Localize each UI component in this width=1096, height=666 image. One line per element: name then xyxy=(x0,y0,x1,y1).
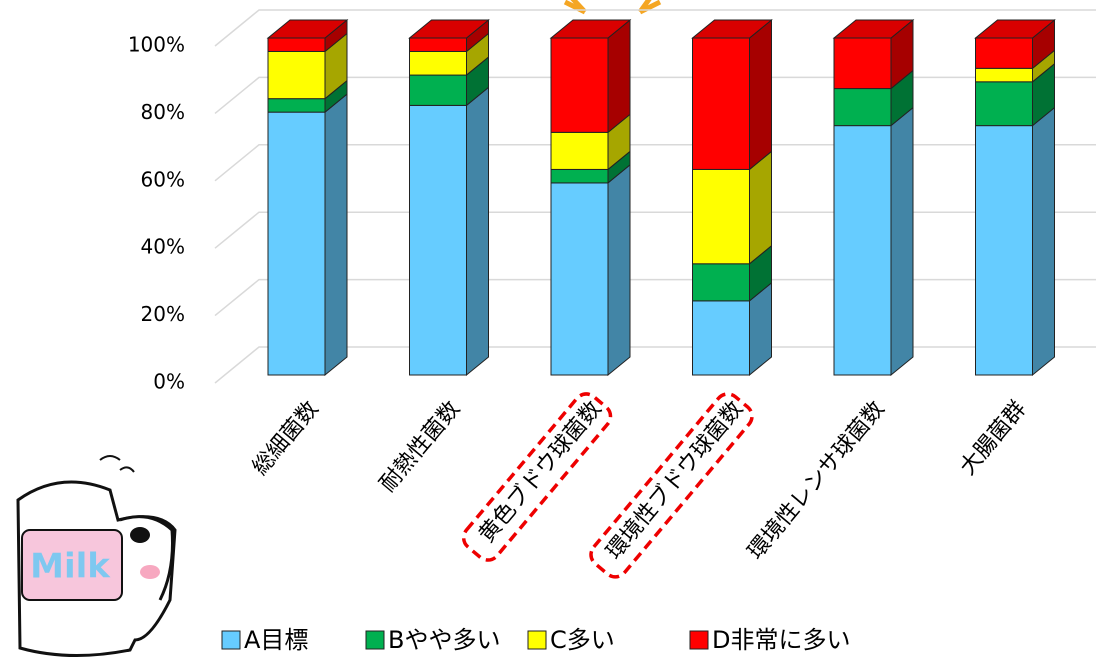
legend-label: Bやや多い xyxy=(388,626,500,654)
bar xyxy=(267,111,326,376)
bar xyxy=(692,300,750,376)
bar-segment xyxy=(549,18,632,134)
bar-side xyxy=(466,86,489,377)
grid-line xyxy=(214,144,1096,182)
bar-top xyxy=(408,19,490,39)
y-tick-label: 100% xyxy=(128,33,185,57)
bar xyxy=(692,168,750,265)
bar xyxy=(409,74,467,106)
bar-side xyxy=(324,93,348,377)
bar xyxy=(267,98,326,113)
bar-top xyxy=(549,19,632,39)
bar xyxy=(975,125,1033,376)
bar xyxy=(975,81,1033,127)
bar xyxy=(833,88,892,127)
bar xyxy=(692,37,750,170)
legend-swatch xyxy=(689,630,709,650)
grid-line xyxy=(214,346,1096,384)
bar-segment xyxy=(832,18,915,90)
x-tick-label: 総細菌数 xyxy=(248,397,324,480)
bar xyxy=(975,37,1033,69)
bar-top xyxy=(266,19,349,39)
bar-segment xyxy=(833,106,914,377)
bar xyxy=(550,37,609,133)
bar xyxy=(409,104,467,376)
bar xyxy=(692,263,750,302)
bar-segment xyxy=(267,79,348,114)
legend-swatch xyxy=(221,630,241,650)
legend-swatch xyxy=(527,630,547,650)
bar-top xyxy=(974,19,1056,39)
y-tick-label: 60% xyxy=(141,167,185,191)
bar-segment xyxy=(266,18,349,53)
bar xyxy=(409,50,467,76)
milk-text: Milk xyxy=(30,547,111,587)
bar xyxy=(267,37,326,52)
bar xyxy=(550,131,609,170)
bar-segment xyxy=(409,32,489,77)
bar-segment xyxy=(692,150,772,265)
bar-segment xyxy=(409,56,489,107)
legend-label: D非常に多い xyxy=(712,626,850,654)
highlight-box xyxy=(461,392,613,562)
bar-side xyxy=(749,18,772,171)
bar xyxy=(409,37,467,52)
legend-label: C多い xyxy=(550,626,615,654)
highlight-box xyxy=(589,392,754,579)
bar xyxy=(550,182,609,376)
y-tick-label: 80% xyxy=(141,100,185,124)
grid-line xyxy=(214,211,1096,249)
bar-segment xyxy=(975,106,1055,377)
bar-segment xyxy=(267,93,348,377)
bar-side xyxy=(749,150,772,265)
bar xyxy=(975,67,1033,83)
y-tick-label: 0% xyxy=(153,370,185,394)
bar xyxy=(833,125,892,376)
x-tick-label: 環境性ブドウ球菌数 xyxy=(602,397,748,565)
x-tick-label: 大腸菌群 xyxy=(955,397,1031,480)
bar-segment xyxy=(975,49,1055,83)
y-tick-label: 40% xyxy=(141,235,185,259)
x-tick-label: 耐熱性菌数 xyxy=(375,397,465,497)
bar-side xyxy=(607,163,631,377)
bar-segment xyxy=(691,18,773,171)
bar-segment xyxy=(975,62,1055,127)
bar-side xyxy=(890,106,914,377)
legend-label: A目標 xyxy=(244,626,308,654)
bar-segment xyxy=(409,86,489,377)
bar xyxy=(833,37,892,90)
bar-segment xyxy=(408,18,490,53)
grid-line xyxy=(214,9,1096,47)
x-tick-label: 環境性レンサ球菌数 xyxy=(743,397,889,565)
legend-swatch xyxy=(365,630,385,650)
bar-segment xyxy=(550,150,631,184)
bar xyxy=(550,168,609,184)
bar-segment xyxy=(550,113,631,171)
milk-illustration: Milk xyxy=(16,455,177,658)
bar-side xyxy=(1032,106,1055,377)
y-tick-label: 20% xyxy=(141,302,185,326)
bar xyxy=(267,50,326,100)
bar-top xyxy=(832,19,915,39)
bar-side xyxy=(607,18,631,134)
x-tick-label: 黄色ブドウ球菌数 xyxy=(474,397,606,548)
bar-top xyxy=(691,19,773,39)
bar-segment xyxy=(974,18,1056,70)
bar-segment xyxy=(550,163,631,377)
grid-line xyxy=(214,278,1096,317)
grid-line xyxy=(214,76,1096,114)
